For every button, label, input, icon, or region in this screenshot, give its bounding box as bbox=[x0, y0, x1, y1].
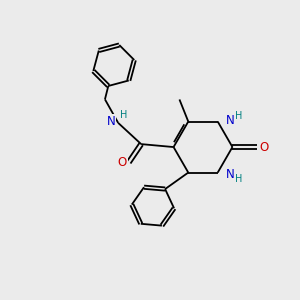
Text: O: O bbox=[118, 156, 127, 169]
Text: H: H bbox=[120, 110, 127, 120]
Text: H: H bbox=[236, 174, 243, 184]
Text: O: O bbox=[259, 141, 268, 154]
Text: N: N bbox=[106, 115, 115, 128]
Text: H: H bbox=[236, 111, 243, 121]
Text: N: N bbox=[226, 114, 235, 127]
Text: N: N bbox=[226, 167, 235, 181]
